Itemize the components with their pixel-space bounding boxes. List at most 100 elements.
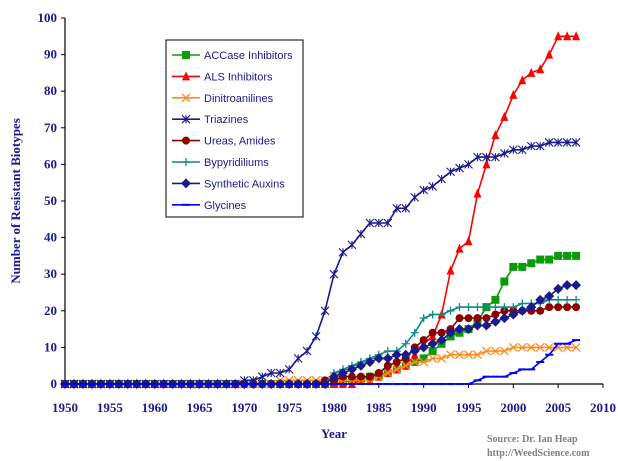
y-tick-label: 100 <box>38 10 58 25</box>
y-tick-label: 0 <box>51 376 58 391</box>
data-point <box>338 247 348 257</box>
legend-label: Glycines <box>204 200 247 212</box>
data-point <box>499 149 509 158</box>
data-point <box>355 360 366 371</box>
data-point <box>436 335 447 346</box>
data-point <box>347 372 356 381</box>
data-point <box>401 339 410 348</box>
data-point <box>382 353 393 364</box>
data-point <box>518 262 527 271</box>
legend-label: Synthetic Auxins <box>204 178 285 190</box>
data-point <box>455 163 464 173</box>
y-tick-label: 70 <box>44 120 57 135</box>
data-point <box>527 67 536 77</box>
data-point <box>536 64 545 74</box>
data-point <box>473 350 482 360</box>
data-point <box>563 303 572 312</box>
legend-label: ACCase Inhibitors <box>204 50 293 62</box>
data-point <box>419 336 428 345</box>
x-tick-label: 2010 <box>590 400 616 415</box>
data-point <box>446 265 455 275</box>
data-point <box>500 111 509 121</box>
data-point <box>527 259 536 268</box>
data-point <box>337 368 348 379</box>
data-point <box>562 280 573 291</box>
data-point <box>181 114 191 124</box>
data-point <box>437 328 446 337</box>
data-point <box>481 346 491 356</box>
data-point <box>356 229 366 239</box>
data-point <box>182 51 190 59</box>
data-point <box>526 141 536 151</box>
source-note: Source: Dr. Ian Heap http://WeedScience.… <box>487 434 590 459</box>
data-point <box>572 251 581 260</box>
data-point <box>509 89 518 99</box>
y-tick-label: 90 <box>44 47 57 62</box>
data-point <box>455 303 464 312</box>
data-point <box>383 218 393 228</box>
data-point <box>544 342 554 352</box>
data-point <box>499 313 510 324</box>
data-point <box>544 291 555 302</box>
data-point <box>491 303 500 312</box>
data-point <box>518 75 527 85</box>
y-tick-label: 10 <box>44 339 57 354</box>
series-line <box>65 306 577 385</box>
x-tick-label: 1975 <box>276 400 303 415</box>
data-point <box>499 346 509 356</box>
data-point <box>401 361 411 371</box>
data-point <box>437 310 446 319</box>
data-point <box>419 354 428 363</box>
data-point <box>455 314 464 323</box>
data-point <box>491 310 500 319</box>
legend-label: ALS Inhibitors <box>204 71 273 83</box>
data-point <box>329 371 339 382</box>
data-point <box>526 342 536 352</box>
legend-label: Bypyridiliums <box>204 157 269 169</box>
data-point <box>275 368 285 378</box>
data-point <box>445 327 456 338</box>
data-point <box>473 188 482 198</box>
data-point <box>554 295 563 304</box>
data-point <box>446 306 455 315</box>
data-point <box>383 361 392 370</box>
data-point <box>419 185 429 195</box>
data-point <box>535 294 546 305</box>
data-point <box>500 303 509 312</box>
data-point <box>508 342 518 352</box>
legend-entry: ACCase Inhibitors <box>172 50 293 62</box>
data-point <box>571 138 581 147</box>
data-point <box>437 174 446 184</box>
x-tick-label: 1950 <box>52 400 78 415</box>
data-point <box>409 346 420 357</box>
data-point <box>428 347 437 356</box>
y-axis-title: Number of Resistant Biotypes <box>8 118 23 284</box>
legend-entry: Ureas, Amides <box>172 136 276 148</box>
data-point <box>383 368 393 378</box>
data-point <box>392 364 402 374</box>
data-point <box>563 31 572 41</box>
data-point <box>455 243 464 253</box>
data-point <box>491 152 500 162</box>
y-axis-ticks: 0 10 20 30 40 50 60 70 80 90 100 <box>38 10 65 391</box>
data-point <box>320 306 330 316</box>
data-point <box>491 295 500 304</box>
data-point <box>428 328 437 337</box>
data-point <box>545 49 554 59</box>
data-point <box>482 152 491 162</box>
series-synthetic-auxins <box>60 280 582 389</box>
data-point <box>356 372 365 381</box>
legend-label: Dinitroanilines <box>204 93 274 105</box>
data-point <box>464 303 473 312</box>
series-line <box>65 339 577 385</box>
data-point <box>373 353 384 364</box>
x-tick-label: 1990 <box>411 400 437 415</box>
data-point <box>563 295 572 304</box>
data-point <box>536 306 545 315</box>
series-line <box>65 35 577 385</box>
data-point <box>517 342 527 352</box>
data-point <box>347 240 357 250</box>
legend-entry: ALS Inhibitors <box>172 71 273 83</box>
x-tick-label: 1955 <box>97 400 124 415</box>
data-point <box>544 138 554 147</box>
